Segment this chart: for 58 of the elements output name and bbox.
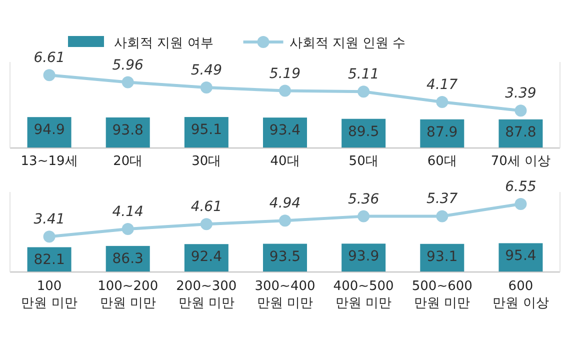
data-label: 95.4 bbox=[505, 248, 536, 264]
data-label: 4.61 bbox=[190, 199, 222, 216]
data-label: 94.9 bbox=[34, 122, 65, 138]
data-label: 87.8 bbox=[505, 124, 536, 140]
point bbox=[436, 96, 448, 108]
x-tick-label: 600 만원 이상 bbox=[492, 279, 549, 311]
point bbox=[122, 76, 134, 88]
data-label: 87.9 bbox=[426, 124, 458, 140]
point bbox=[514, 198, 527, 210]
point bbox=[43, 230, 56, 243]
data-label: 3.41 bbox=[34, 212, 65, 228]
data-label: 6.55 bbox=[505, 178, 536, 195]
data-label: 5.96 bbox=[112, 57, 144, 74]
data-label: 95.1 bbox=[190, 122, 222, 138]
data-label: 93.5 bbox=[269, 248, 301, 265]
data-label: 86.3 bbox=[112, 250, 144, 267]
data-label: 82.1 bbox=[34, 252, 65, 268]
data-label: 4.17 bbox=[426, 77, 458, 94]
data-label: 5.36 bbox=[348, 191, 380, 208]
point bbox=[436, 210, 448, 222]
data-label: 5.19 bbox=[269, 66, 301, 82]
data-label: 4.94 bbox=[269, 196, 301, 212]
x-tick-label: 13~19세 bbox=[20, 154, 78, 169]
x-tick-label: 400~500 만원 미만 bbox=[333, 279, 394, 311]
x-tick-label: 500~600 만원 미만 bbox=[412, 279, 472, 311]
legend-label: 사회적 지원 여부 bbox=[114, 36, 214, 51]
data-label: 89.5 bbox=[348, 124, 380, 140]
x-tick-label: 100~200 만원 미만 bbox=[98, 279, 158, 311]
data-label: 93.1 bbox=[426, 248, 458, 265]
data-label: 4.14 bbox=[112, 204, 144, 220]
point bbox=[514, 104, 527, 117]
data-label: 93.8 bbox=[112, 122, 144, 138]
data-label: 3.39 bbox=[505, 86, 536, 102]
point bbox=[122, 222, 134, 235]
data-label: 5.37 bbox=[426, 191, 458, 208]
x-tick-label: 40대 bbox=[270, 154, 300, 169]
point bbox=[200, 218, 212, 230]
data-label: 93.9 bbox=[348, 248, 380, 265]
x-tick-label: 100 만원 미만 bbox=[21, 279, 78, 311]
x-tick-label: 70세 이상 bbox=[490, 154, 551, 169]
point bbox=[200, 81, 212, 94]
point bbox=[358, 86, 370, 98]
legend-label: 사회적 지원 인원 수 bbox=[289, 36, 406, 51]
data-label: 6.61 bbox=[34, 50, 65, 66]
x-tick-label: 60대 bbox=[427, 154, 457, 169]
data-label: 5.49 bbox=[190, 62, 222, 78]
point bbox=[279, 214, 291, 227]
x-tick-label: 300~400 만원 미만 bbox=[254, 279, 316, 311]
point bbox=[358, 210, 370, 222]
data-label: 92.4 bbox=[190, 249, 222, 266]
data-label: 5.11 bbox=[348, 66, 380, 83]
x-tick-label: 200~300 만원 미만 bbox=[176, 279, 237, 311]
data-label: 93.4 bbox=[269, 122, 301, 139]
point bbox=[43, 69, 56, 82]
x-tick-label: 30대 bbox=[192, 154, 222, 169]
point bbox=[279, 84, 291, 97]
x-tick-label: 50대 bbox=[348, 154, 378, 169]
x-tick-label: 20대 bbox=[113, 154, 143, 169]
